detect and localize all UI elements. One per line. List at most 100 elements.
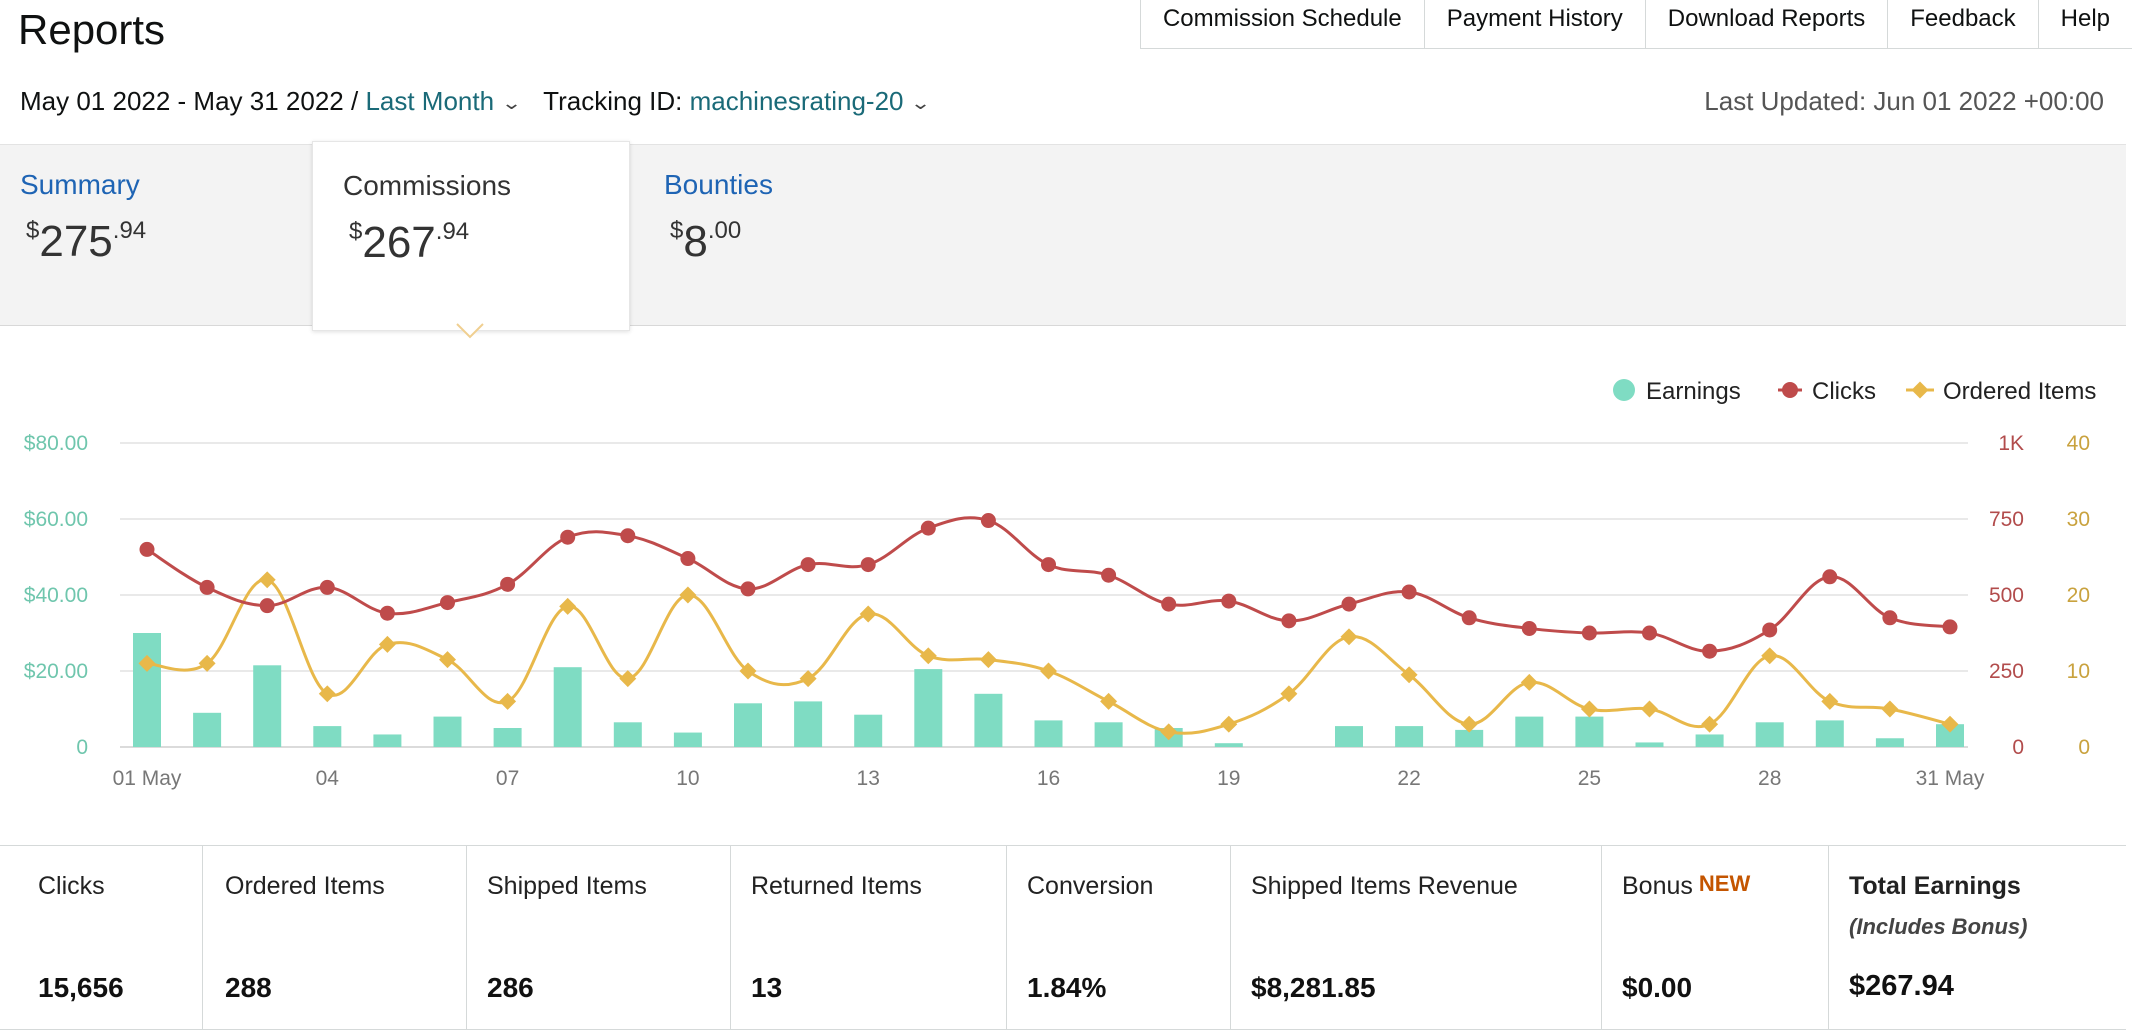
earnings-bar[interactable] (493, 728, 522, 747)
clicks-point[interactable] (1581, 625, 1597, 641)
legend-ordered-items[interactable]: Ordered Items (1906, 378, 2096, 405)
commission-schedule-link[interactable]: Commission Schedule (1141, 0, 1425, 48)
ordered-items-point[interactable] (1100, 692, 1118, 710)
ordered-items-point[interactable] (1220, 715, 1238, 733)
ordered-items-point[interactable] (1641, 700, 1658, 718)
earnings-bar[interactable] (553, 667, 582, 747)
clicks-point[interactable] (1041, 557, 1056, 573)
ordered-items-point[interactable] (619, 670, 637, 688)
clicks-point[interactable] (1642, 625, 1657, 641)
clicks-point[interactable] (500, 576, 516, 592)
ordered-items-point[interactable] (1580, 700, 1598, 718)
clicks-point[interactable] (139, 541, 155, 557)
feedback-link[interactable]: Feedback (1888, 0, 2039, 48)
period-dropdown[interactable]: Last Month (365, 86, 495, 116)
earnings-bar[interactable] (613, 722, 642, 747)
ordered-items-point[interactable] (318, 685, 336, 703)
clicks-point[interactable] (440, 595, 455, 611)
clicks-point[interactable] (1281, 613, 1297, 629)
ordered-items-point[interactable] (1340, 628, 1358, 646)
tracking-id-dropdown[interactable]: machinesrating-20 (689, 86, 904, 116)
ordered-items-point[interactable] (1761, 647, 1779, 665)
ordered-items-point[interactable] (1160, 723, 1178, 741)
clicks-point[interactable] (1101, 567, 1117, 583)
ordered-items-point[interactable] (198, 654, 216, 672)
ordered-items-point[interactable] (1520, 673, 1538, 691)
chevron-down-icon[interactable]: ⌄ (910, 93, 932, 113)
earnings-bar[interactable] (1034, 720, 1063, 747)
legend-earnings[interactable]: Earnings (1613, 378, 1741, 405)
clicks-point[interactable] (800, 557, 816, 573)
ordered-items-point[interactable] (1460, 715, 1478, 733)
payment-history-link[interactable]: Payment History (1425, 0, 1646, 48)
earnings-bar[interactable] (1815, 720, 1844, 747)
clicks-point[interactable] (1401, 584, 1417, 600)
clicks-point[interactable] (1882, 610, 1898, 626)
earnings-bar[interactable] (1695, 734, 1724, 747)
ordered-items-point[interactable] (1941, 715, 1959, 733)
clicks-point[interactable] (680, 551, 696, 567)
clicks-point[interactable] (319, 579, 335, 595)
ordered-items-point[interactable] (439, 651, 456, 669)
clicks-point[interactable] (860, 557, 876, 573)
earnings-bar[interactable] (673, 732, 702, 747)
earnings-bar[interactable] (794, 701, 823, 747)
clicks-point[interactable] (620, 528, 636, 544)
clicks-point[interactable] (199, 579, 215, 595)
earnings-bar[interactable] (854, 714, 883, 747)
earnings-bar[interactable] (1335, 726, 1363, 747)
ordered-items-point[interactable] (739, 662, 757, 680)
earnings-bar[interactable] (1635, 742, 1664, 747)
chevron-down-icon[interactable]: ⌄ (501, 93, 523, 113)
ordered-items-point[interactable] (1821, 692, 1839, 710)
earnings-bar[interactable] (193, 712, 222, 747)
earnings-bar[interactable] (734, 703, 762, 747)
ordered-items-point[interactable] (979, 651, 997, 669)
earnings-bar[interactable] (1575, 716, 1604, 747)
earnings-bar[interactable] (1214, 743, 1243, 747)
clicks-point[interactable] (1161, 596, 1177, 612)
earnings-bar[interactable] (1455, 729, 1484, 747)
earnings-bar[interactable] (974, 693, 1003, 747)
earnings-bar[interactable] (1515, 716, 1544, 747)
help-link[interactable]: Help (2060, 5, 2110, 32)
ordered-items-point[interactable] (1701, 715, 1719, 733)
ordered-items-point[interactable] (1400, 666, 1418, 684)
ordered-items-point[interactable] (559, 597, 577, 615)
earnings-bar[interactable] (1936, 724, 1964, 747)
clicks-point[interactable] (980, 513, 996, 529)
clicks-point[interactable] (259, 598, 275, 614)
clicks-point[interactable] (560, 529, 576, 545)
earnings-bar[interactable] (253, 665, 282, 747)
clicks-point[interactable] (1521, 620, 1537, 636)
earnings-bar[interactable] (1755, 722, 1784, 747)
ordered-items-point[interactable] (1881, 700, 1899, 718)
tab-commissions[interactable]: Commissions $267.94 (312, 141, 630, 331)
ordered-items-point[interactable] (1280, 685, 1298, 703)
clicks-point[interactable] (1341, 596, 1357, 612)
ordered-items-point[interactable] (138, 654, 156, 672)
clicks-point[interactable] (920, 520, 936, 536)
download-reports-link[interactable]: Download Reports (1646, 0, 1889, 48)
earnings-bar[interactable] (133, 633, 161, 747)
clicks-point[interactable] (1942, 619, 1958, 635)
ordered-items-point[interactable] (799, 670, 817, 688)
earnings-bar[interactable] (433, 716, 462, 747)
clicks-point[interactable] (1461, 610, 1477, 626)
tab-summary[interactable]: Summary $275.94 (20, 145, 310, 325)
clicks-point[interactable] (1822, 569, 1838, 585)
clicks-point[interactable] (1762, 622, 1778, 638)
clicks-point[interactable] (1702, 643, 1718, 659)
tab-bounties[interactable]: Bounties $8.00 (664, 145, 964, 325)
earnings-bar[interactable] (1875, 738, 1904, 747)
ordered-items-point[interactable] (378, 635, 396, 653)
earnings-bar[interactable] (373, 734, 402, 747)
ordered-items-point[interactable] (919, 647, 937, 665)
earnings-bar[interactable] (1094, 722, 1123, 747)
earnings-bar[interactable] (914, 669, 943, 747)
ordered-items-point[interactable] (679, 586, 697, 604)
earnings-bar[interactable] (313, 726, 342, 747)
clicks-point[interactable] (740, 581, 756, 597)
ordered-items-point[interactable] (859, 605, 877, 623)
clicks-point[interactable] (379, 605, 395, 621)
